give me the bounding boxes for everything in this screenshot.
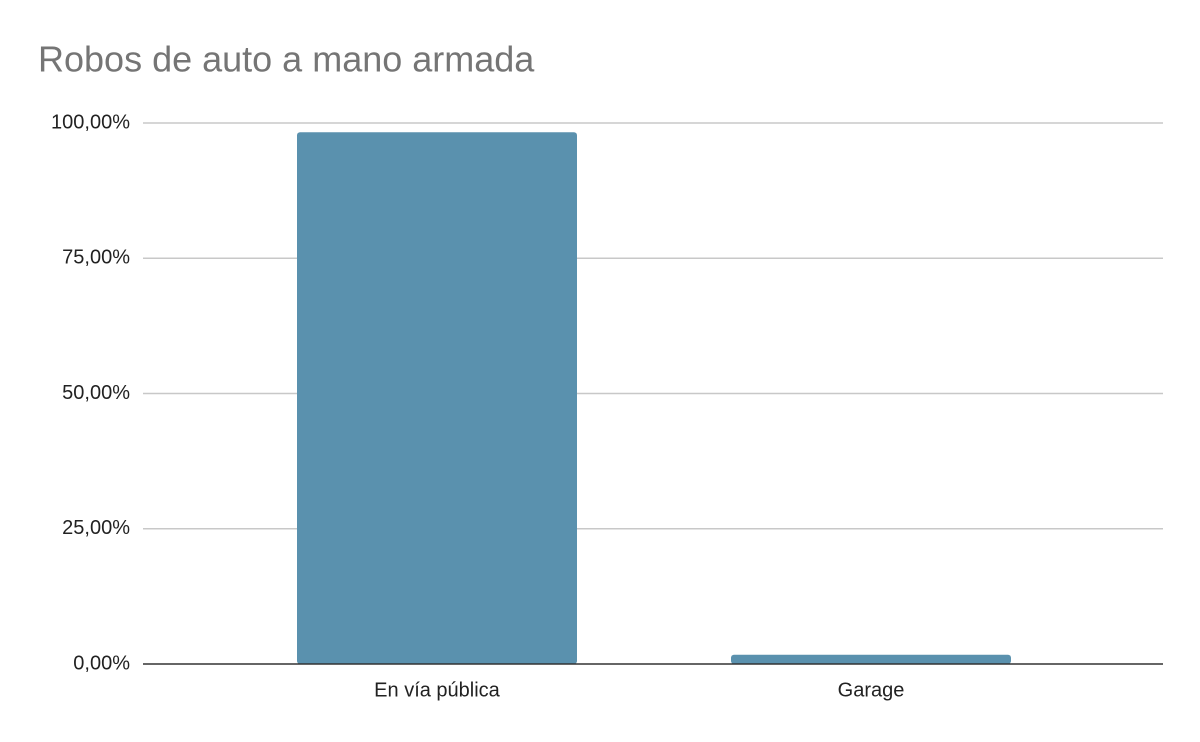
y-tick-label: 50,00% [62,382,130,404]
chart-title: Robos de auto a mano armada [38,39,535,80]
y-tick-label: 25,00% [62,517,130,539]
y-tick-label: 75,00% [62,247,130,269]
x-tick-label: Garage [838,679,905,701]
bar [297,132,577,664]
y-tick-label: 100,00% [51,111,130,133]
y-tick-label: 0,00% [73,652,130,674]
bar [731,654,1011,664]
x-tick-label: En vía pública [374,679,501,701]
